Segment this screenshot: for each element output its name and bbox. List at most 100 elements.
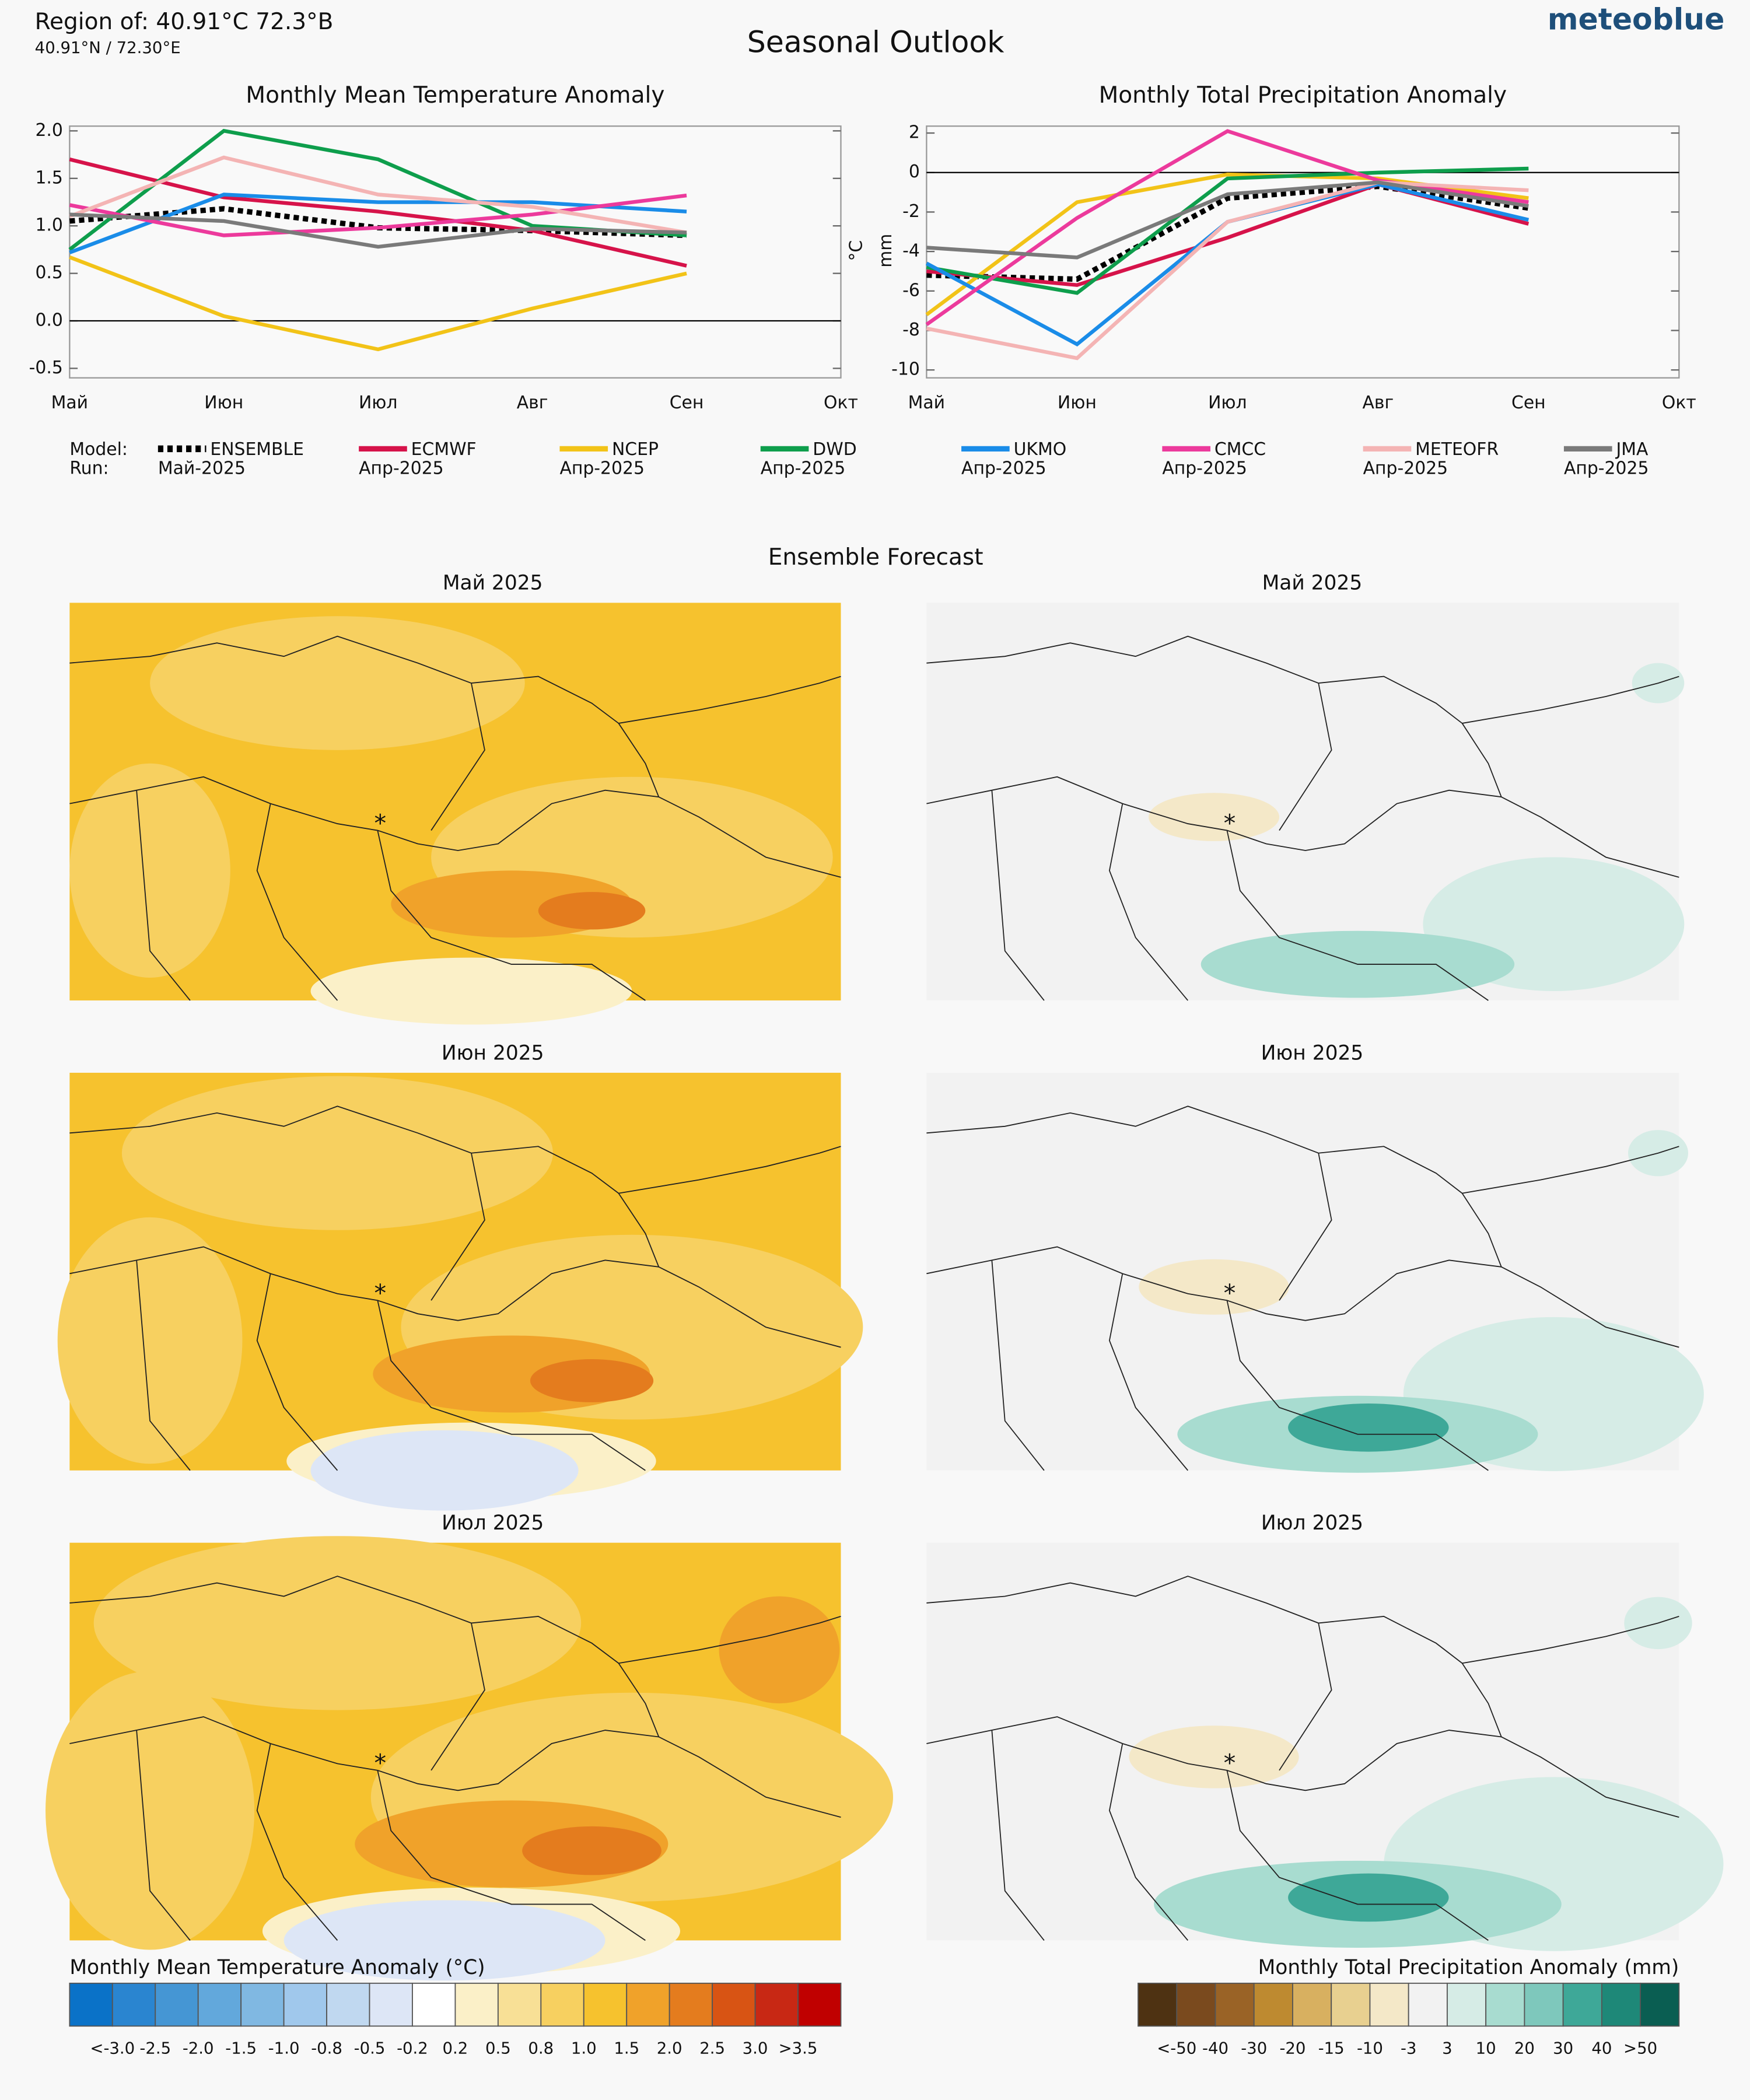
colorbar-cell <box>1292 1982 1332 2027</box>
series-line <box>69 155 687 235</box>
map-border <box>377 1300 646 1471</box>
colorbar-cell <box>369 1982 413 2027</box>
x-tick-label: Авг <box>1363 393 1394 413</box>
legend-label: UKMO <box>1014 439 1067 460</box>
colorbar-label: 30 <box>1553 2039 1573 2057</box>
colorbar-cell <box>1640 1982 1680 2027</box>
map-border <box>430 1153 485 1301</box>
y-axis-label: °C <box>846 240 867 261</box>
legend-run: Апр-2025 <box>359 458 444 478</box>
y-tick-label: 0 <box>909 162 920 182</box>
colorbar-label: -15 <box>1318 2039 1345 2057</box>
colorbar-label: 0.2 <box>443 2039 468 2057</box>
map-shading <box>538 892 646 930</box>
map-border <box>1462 1146 1679 1194</box>
x-tick-label: Авг <box>517 393 548 413</box>
y-tick-label: 0.5 <box>35 262 62 283</box>
colorbar-label: 2.5 <box>699 2039 725 2057</box>
map-title: Июн 2025 <box>442 1041 544 1065</box>
map-border <box>618 1662 841 1818</box>
colorbar-cell <box>1369 1982 1409 2027</box>
legend-label: JMA <box>1615 439 1648 460</box>
map-border <box>256 803 338 1001</box>
map-title: Июл 2025 <box>442 1511 544 1535</box>
map-border <box>377 830 646 1001</box>
map-shading <box>1139 1259 1289 1315</box>
coords-label: 40.91°N / 72.30°E <box>35 38 181 57</box>
x-tick-label: Май <box>51 393 88 413</box>
plot-area <box>69 125 842 379</box>
page-title: Seasonal Outlook <box>747 25 1005 60</box>
region-label: Region of: 40.91°C 72.3°B <box>35 9 334 35</box>
map-border <box>1462 1616 1679 1664</box>
colorbar-label: 1.5 <box>614 2039 639 2057</box>
colorbar-cell <box>155 1982 199 2027</box>
colorbar-cell <box>1524 1982 1564 2027</box>
map-border <box>926 776 1502 851</box>
colorbar-label: -1.5 <box>225 2039 257 2057</box>
colorbar-cell <box>283 1982 327 2027</box>
legend-run: Апр-2025 <box>1162 458 1247 478</box>
y-tick-label: -10 <box>891 359 920 380</box>
legend-run: Апр-2025 <box>761 458 846 478</box>
map-border <box>136 1260 191 1471</box>
x-tick-label: Июл <box>359 393 398 413</box>
colorbar-cell <box>668 1982 713 2027</box>
series-line <box>69 193 687 237</box>
legend-run: Апр-2025 <box>961 458 1046 478</box>
series-line <box>69 255 687 352</box>
map-shading <box>1288 1873 1449 1922</box>
map-border <box>430 1623 485 1771</box>
colorbar-cell <box>1176 1982 1216 2027</box>
x-tick-label: Июн <box>204 393 243 413</box>
x-tick-label: Сен <box>1511 393 1546 413</box>
colorbar-cell <box>1331 1982 1371 2027</box>
site-marker: * <box>374 1279 387 1307</box>
map-border <box>69 1716 659 1791</box>
map-border <box>69 1105 619 1194</box>
map-border <box>136 790 191 1001</box>
x-tick-label: Окт <box>824 393 858 413</box>
colorbar-label: 2.0 <box>657 2039 682 2057</box>
map-border <box>1226 1300 1489 1471</box>
map-shading <box>69 763 230 978</box>
x-tick-label: Июл <box>1208 393 1247 413</box>
legend-label: ENSEMBLE <box>210 439 304 460</box>
map-border <box>69 1246 659 1321</box>
colorbar-cell <box>69 1982 113 2027</box>
map-border <box>1279 682 1332 831</box>
map-border <box>1226 1770 1489 1941</box>
map-border <box>991 1260 1045 1471</box>
series-line <box>926 183 1530 282</box>
colorbar-cell <box>712 1982 756 2027</box>
map-border <box>1108 1743 1188 1941</box>
series-line <box>926 166 1529 295</box>
map-shading <box>310 1430 579 1511</box>
x-tick-label: Май <box>908 393 945 413</box>
series-line <box>926 180 1529 360</box>
map-border <box>1279 1153 1332 1301</box>
map-border <box>1461 1193 1679 1348</box>
colorbar-cell <box>754 1982 799 2027</box>
colorbar-title: Monthly Total Precipitation Anomaly (mm) <box>1258 1956 1679 1979</box>
colorbar-cell <box>497 1982 542 2027</box>
site-marker: * <box>1224 1749 1236 1777</box>
site-marker: * <box>1224 1279 1236 1307</box>
colorbar-cell <box>1447 1982 1487 2027</box>
map-panel: * <box>69 603 841 1025</box>
map-border <box>1108 1273 1188 1471</box>
colorbar-cell <box>197 1982 242 2027</box>
y-tick-label: 1.0 <box>35 215 62 236</box>
map-border <box>618 676 841 724</box>
legend-label: CMCC <box>1214 439 1266 460</box>
map-border <box>69 1576 619 1664</box>
map-shading <box>57 1217 243 1464</box>
site-marker: * <box>374 1749 387 1777</box>
x-tick-label: Июн <box>1058 393 1097 413</box>
colorbar-cell <box>540 1982 584 2027</box>
y-tick-label: -0.5 <box>29 358 63 378</box>
colorbar-label: -20 <box>1279 2039 1306 2057</box>
map-shading <box>1149 793 1280 841</box>
section-title: Ensemble Forecast <box>768 544 984 570</box>
